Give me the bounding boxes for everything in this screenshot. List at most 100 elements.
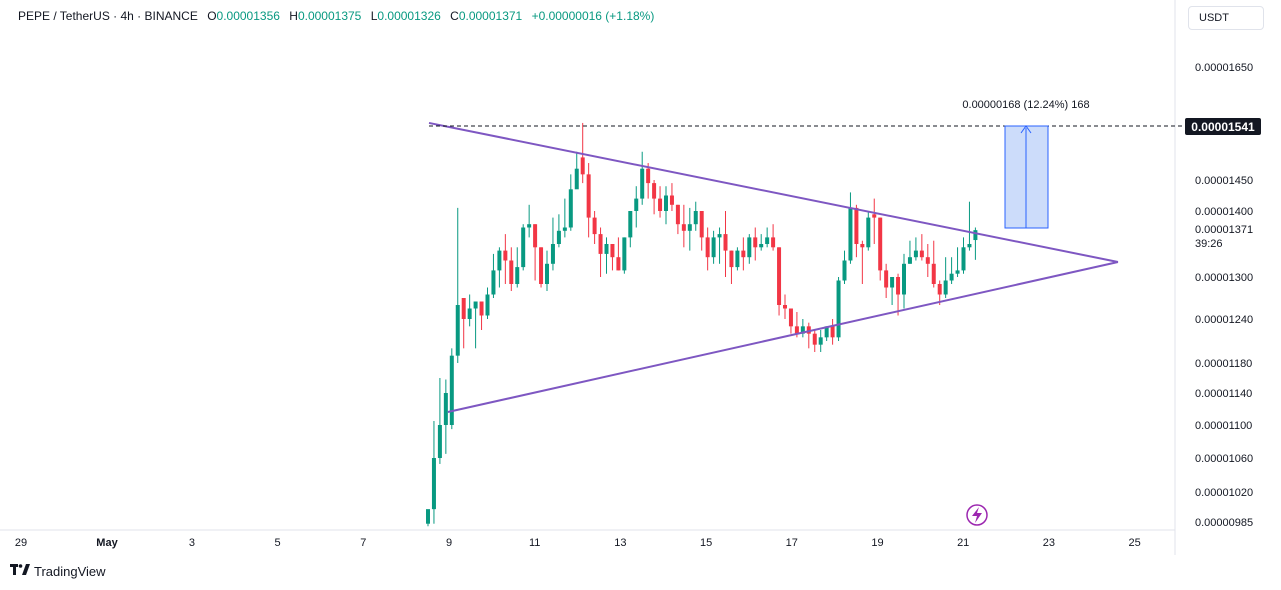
candle xyxy=(675,204,680,235)
candle xyxy=(539,247,544,288)
countdown-label: 39:26 xyxy=(1195,238,1223,250)
candle xyxy=(884,263,889,298)
candle xyxy=(842,250,847,284)
arrow-head-icon xyxy=(1020,125,1032,134)
candle xyxy=(848,192,853,264)
candle xyxy=(967,201,972,251)
candle xyxy=(687,207,692,251)
x-tick-label: 15 xyxy=(700,537,712,549)
candle xyxy=(509,247,514,291)
x-tick-label: 19 xyxy=(871,537,883,549)
y-tick-label: 0.00001180 xyxy=(1195,358,1252,370)
candle xyxy=(765,227,770,248)
candle xyxy=(449,348,454,430)
x-tick-label: 23 xyxy=(1043,537,1055,549)
y-tick-label: 0.00001100 xyxy=(1195,420,1252,432)
low-key: L xyxy=(370,9,378,23)
candle xyxy=(527,204,532,238)
y-tick-label: 0.00001300 xyxy=(1195,272,1253,284)
candle xyxy=(497,247,502,288)
candle xyxy=(818,330,823,352)
candle xyxy=(961,237,966,274)
candle xyxy=(610,244,615,271)
candle xyxy=(753,227,758,261)
candle xyxy=(669,183,674,211)
candle xyxy=(592,211,597,244)
candle xyxy=(824,326,829,341)
candle xyxy=(800,319,805,338)
candle xyxy=(437,378,442,464)
candle xyxy=(467,294,472,327)
candle xyxy=(919,234,924,261)
candle xyxy=(562,198,567,238)
candle xyxy=(479,301,484,330)
candle xyxy=(556,214,561,248)
chart-legend: PEPE / TetherUS · 4h · BINANCE O0.000013… xyxy=(18,9,654,23)
candle xyxy=(598,227,603,277)
y-tick-label: 0.00001240 xyxy=(1195,314,1253,326)
high-key: H xyxy=(289,9,298,23)
candle xyxy=(830,319,835,345)
lower-trendline[interactable] xyxy=(447,261,1119,413)
candle xyxy=(902,253,906,309)
x-tick-label: 29 xyxy=(15,537,27,549)
y-tick-label: 0.00001450 xyxy=(1195,175,1253,187)
candle xyxy=(485,287,490,319)
target-price-tag: 0.00001541 xyxy=(1185,118,1261,135)
projection-label: 0.00000168 (12.24%) 168 xyxy=(962,99,1089,111)
candle xyxy=(681,204,686,248)
candle xyxy=(949,257,954,284)
candle xyxy=(741,237,746,271)
candle xyxy=(955,247,960,277)
candle xyxy=(640,151,645,205)
upper-trendline[interactable] xyxy=(428,121,1119,263)
symbol-label[interactable]: PEPE / TetherUS · 4h · BINANCE xyxy=(18,9,198,23)
candle xyxy=(866,211,871,251)
brand-label: TradingView xyxy=(34,564,106,579)
candle xyxy=(872,198,877,244)
open-value: 0.00001356 xyxy=(216,9,280,23)
x-tick-label: 9 xyxy=(446,537,452,549)
y-tick-label: 0.00001650 xyxy=(1195,62,1253,74)
close-value: 0.00001371 xyxy=(458,9,523,23)
x-tick-label: 13 xyxy=(614,537,626,549)
candle xyxy=(854,204,859,258)
candle xyxy=(521,224,526,271)
candle xyxy=(783,294,787,319)
candle xyxy=(515,247,520,288)
x-tick-label: 7 xyxy=(360,537,366,549)
x-tick-label: 17 xyxy=(786,537,798,549)
candle xyxy=(711,230,716,264)
y-tick-label: 0.00001060 xyxy=(1195,453,1253,465)
currency-selector[interactable]: USDT xyxy=(1188,6,1264,30)
candle xyxy=(628,211,633,248)
lightning-icon[interactable] xyxy=(966,504,988,526)
y-tick-label: 0.00001140 xyxy=(1195,388,1252,400)
close-key: C xyxy=(450,9,459,23)
candle xyxy=(473,301,478,349)
x-tick-label: 3 xyxy=(189,537,195,549)
candle xyxy=(836,277,841,341)
candle xyxy=(426,509,430,527)
candle xyxy=(735,247,740,271)
y-tick-label: 0.00000985 xyxy=(1195,517,1253,529)
candle xyxy=(634,186,639,228)
y-tick-label: 0.00001020 xyxy=(1195,487,1253,499)
candle xyxy=(878,217,883,281)
x-tick-label: 5 xyxy=(275,537,281,549)
candle xyxy=(622,237,627,274)
candle xyxy=(664,186,668,225)
x-tick-label: 25 xyxy=(1128,537,1140,549)
candle xyxy=(777,247,782,316)
candle xyxy=(812,330,817,352)
candle xyxy=(747,234,752,264)
tradingview-brand[interactable]: TradingView xyxy=(10,564,106,579)
candle xyxy=(455,207,460,363)
candle xyxy=(616,237,621,271)
change-value: +0.00000016 (+1.18%) xyxy=(531,9,655,23)
candle xyxy=(545,250,549,291)
candle xyxy=(705,227,710,271)
candle xyxy=(503,234,508,284)
candle xyxy=(729,250,734,284)
